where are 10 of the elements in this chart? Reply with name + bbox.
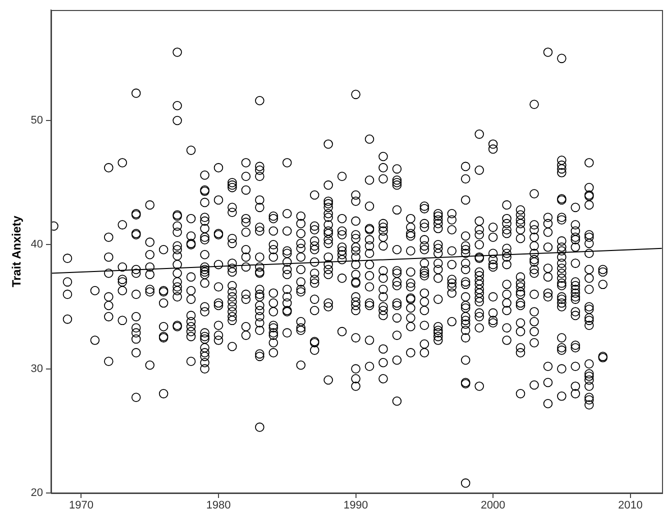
y-tick-label: 20	[30, 487, 43, 500]
y-axis-title: Trait Anxiety	[10, 215, 24, 288]
y-tick-label: 30	[30, 362, 43, 375]
x-tick-label: 1990	[344, 500, 368, 512]
y-tick-label: 40	[30, 238, 43, 251]
x-tick-label: 1970	[68, 500, 94, 512]
y-tick-label: 50	[30, 114, 43, 127]
x-tick-label: 1980	[206, 500, 231, 512]
x-tick-label: 2000	[480, 500, 506, 512]
x-tick-label: 2010	[618, 500, 643, 512]
